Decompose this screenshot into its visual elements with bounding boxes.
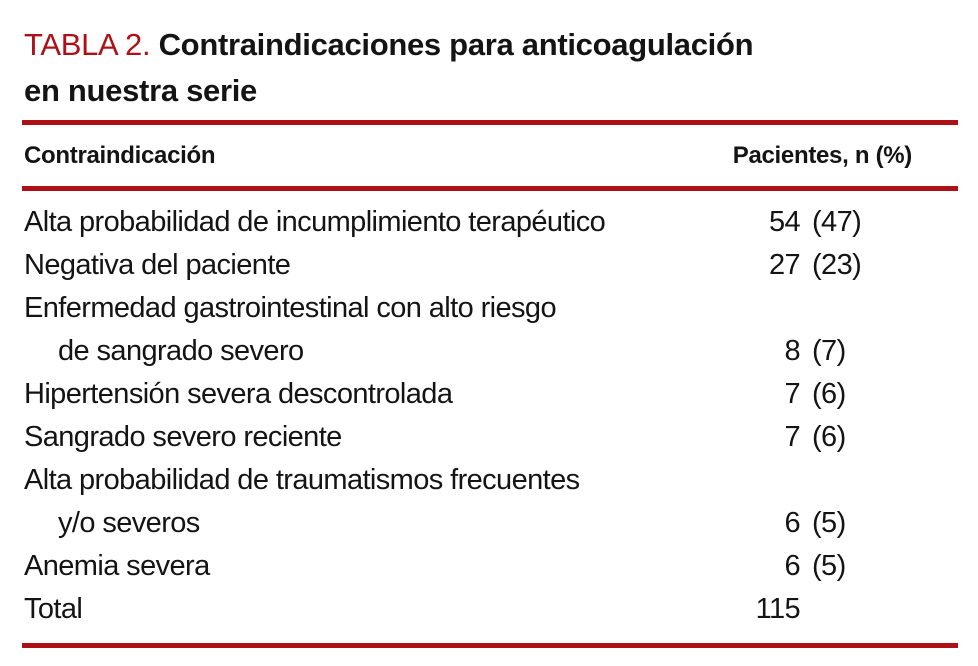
row-value-n: 115 xyxy=(755,593,801,625)
row-value-pct: (6) xyxy=(812,421,846,453)
table-row: Hipertensión severa descontrolada 7 (6) xyxy=(22,373,958,416)
row-value-pct: (6) xyxy=(812,378,846,410)
table-row: Negativa del paciente 27 (23) xyxy=(22,244,958,287)
row-label: Total xyxy=(24,593,83,625)
table-row: Enfermedad gastrointestinal con alto rie… xyxy=(22,287,958,330)
row-label-wrapped: y/o severos xyxy=(58,507,200,539)
row-value-n: 8 xyxy=(784,335,800,367)
row-label: Alta probabilidad de incumplimiento tera… xyxy=(24,206,606,238)
table-row: Alta probabilidad de traumatismos frecue… xyxy=(22,459,958,502)
table-row: Sangrado severo reciente 7 (6) xyxy=(22,416,958,459)
column-header-row: Contraindicación Pacientes, n (%) xyxy=(22,125,958,186)
row-value-pct: (7) xyxy=(812,335,846,367)
col-header-contraindicacion: Contraindicación xyxy=(24,141,216,169)
top-rule xyxy=(22,120,958,125)
table-label: TABLA 2. xyxy=(24,27,151,62)
row-label: Sangrado severo reciente xyxy=(24,421,342,453)
row-value-n: 6 xyxy=(784,550,800,582)
row-value: 115 xyxy=(745,588,958,631)
row-value: 7 (6) xyxy=(745,373,958,416)
table-row-continuation: y/o severos 6 (5) xyxy=(22,502,958,545)
row-label: Anemia severa xyxy=(24,550,210,582)
row-value: 54 (47) xyxy=(745,201,958,244)
bottom-rule xyxy=(22,643,958,648)
table-row: Anemia severa 6 (5) xyxy=(22,545,958,588)
table-row-total: Total 115 xyxy=(22,588,958,631)
row-value: 8 (7) xyxy=(745,330,958,373)
row-label: Enfermedad gastrointestinal con alto rie… xyxy=(24,292,557,324)
row-value: 27 (23) xyxy=(745,244,958,287)
row-value: 7 (6) xyxy=(745,416,958,459)
row-value-n: 27 xyxy=(768,249,801,281)
row-value-pct: (5) xyxy=(812,507,846,539)
row-value-pct: (23) xyxy=(812,249,862,281)
row-label-wrapped: de sangrado severo xyxy=(58,335,304,367)
row-value: 6 (5) xyxy=(745,545,958,588)
row-label: Alta probabilidad de traumatismos frecue… xyxy=(24,464,580,496)
row-label: Negativa del paciente xyxy=(24,249,291,281)
table-title-line1: Contraindicaciones para anticoagulación xyxy=(158,27,754,62)
row-value-n: 54 xyxy=(768,206,801,238)
row-value-n: 7 xyxy=(784,421,800,453)
table-title: TABLA 2. Contraindicaciones para anticoa… xyxy=(22,22,958,114)
table-row-continuation: de sangrado severo 8 (7) xyxy=(22,330,958,373)
row-value-pct: (47) xyxy=(812,206,862,238)
row-value: 6 (5) xyxy=(745,502,958,545)
col-header-pacientes: Pacientes, n (%) xyxy=(732,141,913,169)
table-row: Alta probabilidad de incumplimiento tera… xyxy=(22,201,958,244)
table-body: Alta probabilidad de incumplimiento tera… xyxy=(22,191,958,643)
table-title-line2: en nuestra serie xyxy=(24,73,257,108)
row-value-pct: (5) xyxy=(812,550,846,582)
row-value-n: 6 xyxy=(784,507,800,539)
row-value-n: 7 xyxy=(784,378,800,410)
header-rule xyxy=(22,186,958,191)
row-label: Hipertensión severa descontrolada xyxy=(24,378,453,410)
